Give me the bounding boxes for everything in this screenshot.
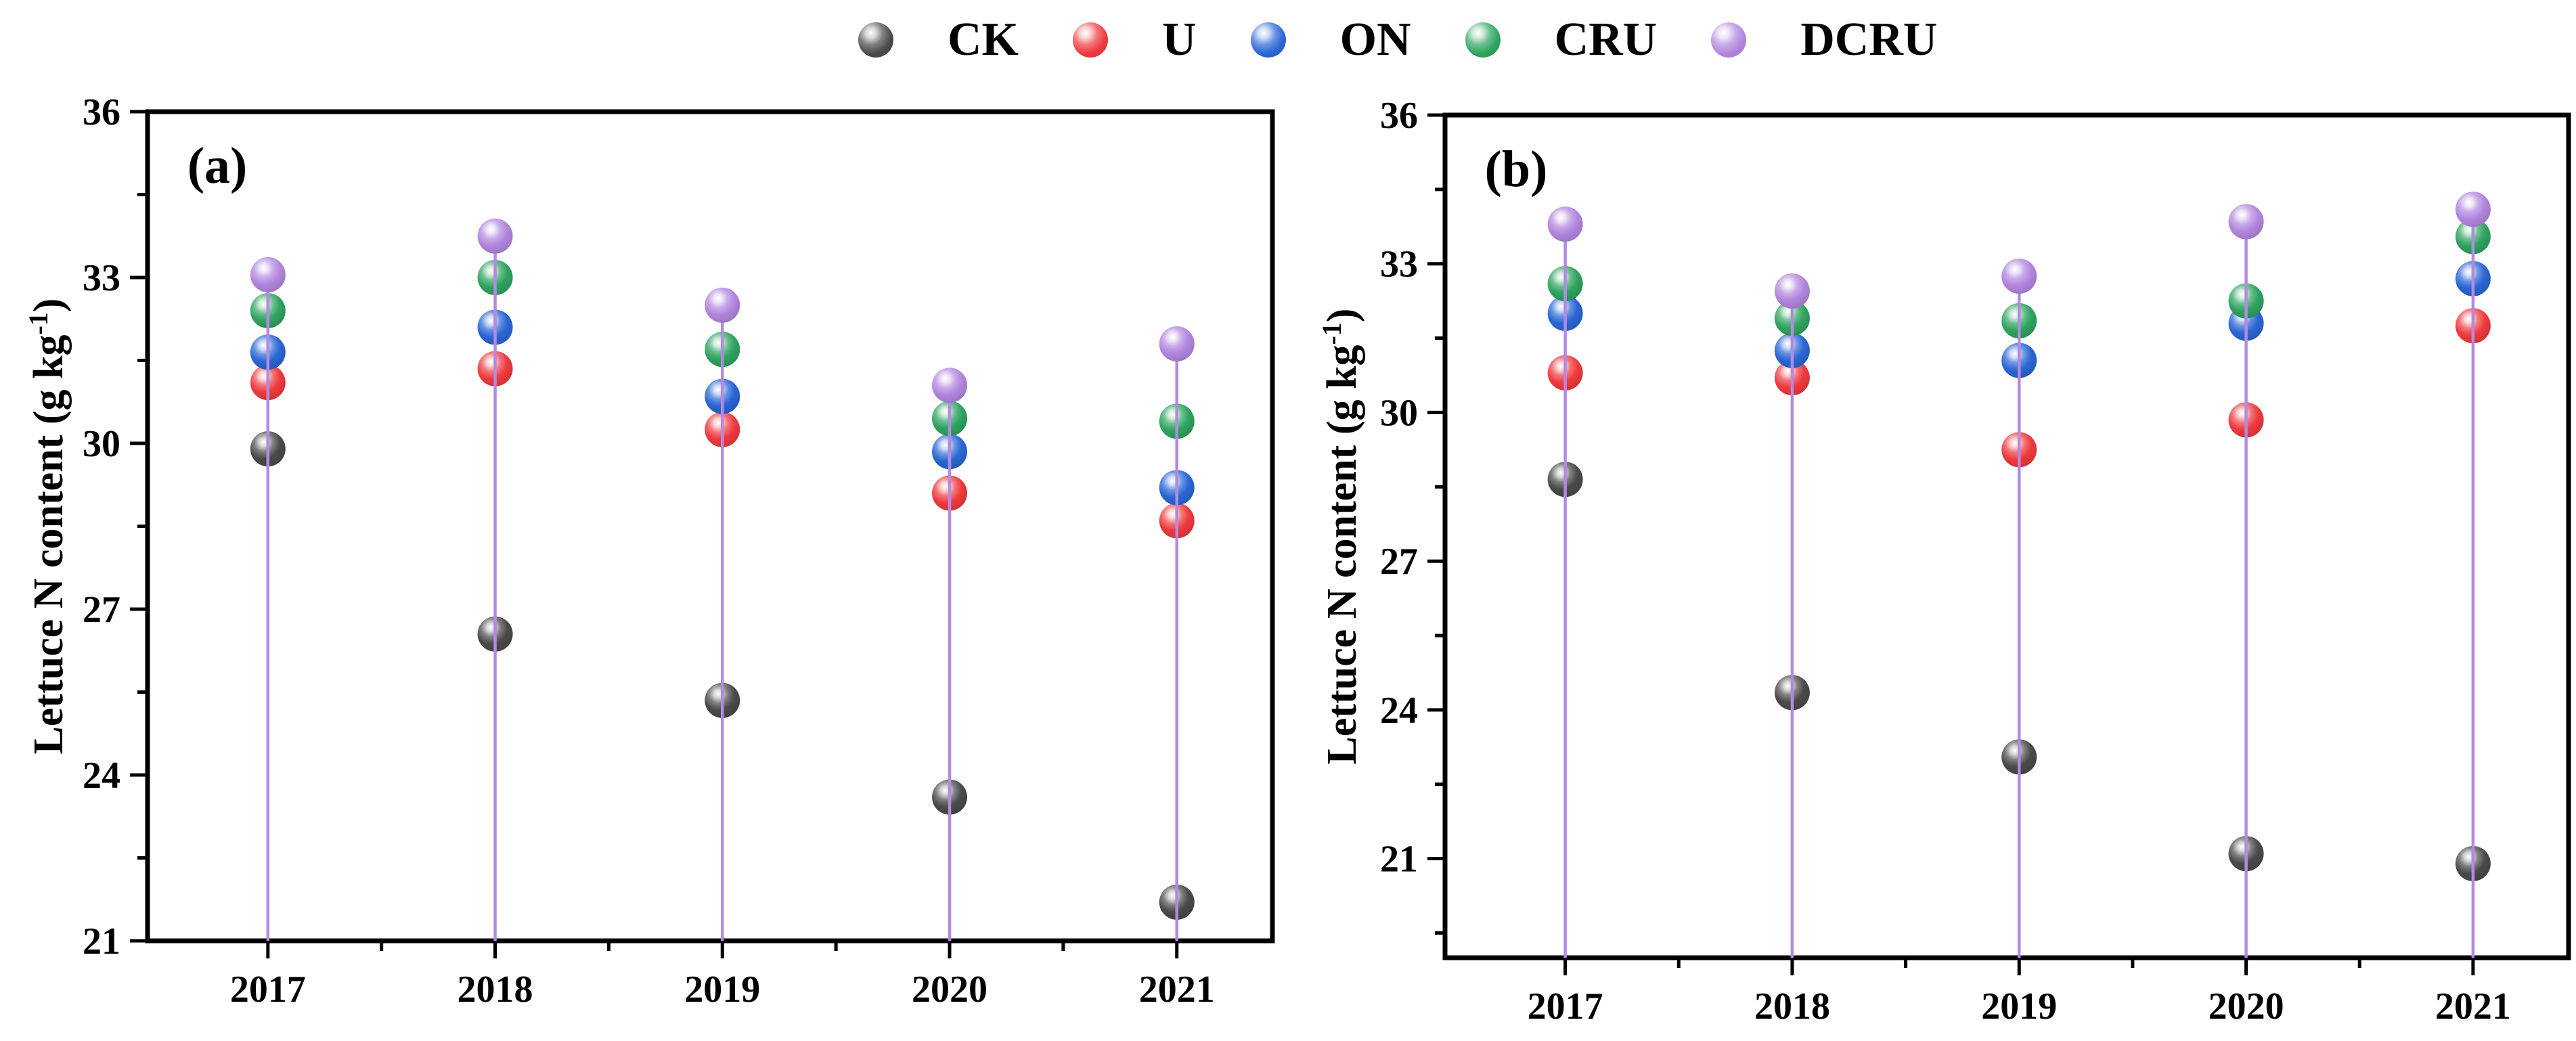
x-axis-tick-label: 2018	[458, 969, 533, 1011]
y-axis-title: Lettuce N content (g kg-1)	[1316, 309, 1365, 765]
y-axis-tick-label: 30	[83, 423, 120, 465]
x-axis-tick-label: 2019	[684, 969, 760, 1011]
y-axis-tick-label: 36	[83, 91, 120, 133]
dcru-sphere-icon	[1711, 22, 1747, 58]
panel-b-chart: 21 24 27 30 33 36 2017 2018 2019 2020 2021 (b) Lettu…	[1316, 95, 2571, 1027]
marker-DCRU-2017	[1547, 206, 1583, 242]
x-axis-tick-label: 2017	[1528, 985, 1603, 1027]
y-axis-tick-label: 33	[83, 257, 120, 299]
marker-DCRU-2020	[2228, 204, 2264, 240]
legend-item-on: ON	[1250, 14, 1411, 66]
y-axis-tick-label: 30	[1380, 392, 1418, 434]
y-axis-tick-label: 36	[1380, 95, 1418, 137]
y-axis-title: Lettuce N content (g kg-1)	[23, 298, 72, 755]
y-axis-tick-label: 24	[83, 755, 120, 797]
marker-DCRU-2018	[1774, 273, 1810, 309]
plot-frame	[145, 109, 1275, 944]
legend-label-dcru: DCRU	[1800, 14, 1938, 66]
x-axis-tick-label: 2017	[230, 969, 306, 1011]
marker-DCRU-2021	[2455, 192, 2491, 227]
cru-sphere-icon	[1465, 22, 1501, 58]
x-axis-tick-label: 2020	[2208, 985, 2284, 1027]
x-axis-tick-label: 2021	[2435, 985, 2511, 1027]
y-axis-tick-label: 33	[1380, 244, 1418, 286]
marker-DCRU-2020	[932, 368, 968, 403]
legend-item-u: U	[1073, 16, 1197, 64]
x-axis-tick-label: 2020	[912, 969, 987, 1011]
marker-DCRU-2021	[1159, 326, 1195, 361]
on-sphere-icon	[1250, 22, 1286, 58]
ck-sphere-icon	[858, 22, 893, 58]
panel-label: (b)	[1485, 141, 1548, 198]
x-axis-tick-label: 2019	[1981, 985, 2057, 1027]
legend-item-ck: CK	[858, 16, 1019, 64]
x-axis-tick-label: 2018	[1754, 985, 1830, 1027]
plot-frame	[1442, 112, 2571, 960]
marker-DCRU-2019	[705, 287, 740, 323]
marker-DCRU-2018	[477, 218, 513, 254]
marker-DCRU-2017	[250, 257, 286, 292]
y-axis-tick-label: 24	[1380, 690, 1418, 732]
panel-label: (a)	[187, 137, 248, 194]
legend-label-u: U	[1162, 14, 1197, 66]
legend-item-dcru: DCRU	[1711, 16, 1937, 64]
x-axis-tick-label: 2021	[1139, 969, 1215, 1011]
chart-legend: CK U ON CRU DCRU	[858, 16, 1937, 64]
legend-label-cru: CRU	[1554, 14, 1658, 66]
u-sphere-icon	[1073, 22, 1108, 58]
legend-label-ck: CK	[948, 14, 1019, 66]
y-axis-tick-label: 21	[1380, 839, 1418, 881]
y-axis-tick-label: 27	[83, 589, 120, 631]
y-axis-tick-label: 21	[83, 921, 120, 962]
legend-label-on: ON	[1339, 14, 1411, 66]
legend-item-cru: CRU	[1465, 14, 1658, 66]
marker-DCRU-2019	[2001, 259, 2037, 294]
panel-a-chart: 21 24 27 30 33 36 2017 2018 2019 2020 2021 (a) Lettu…	[23, 91, 1275, 1011]
y-axis-tick-label: 27	[1380, 541, 1418, 583]
